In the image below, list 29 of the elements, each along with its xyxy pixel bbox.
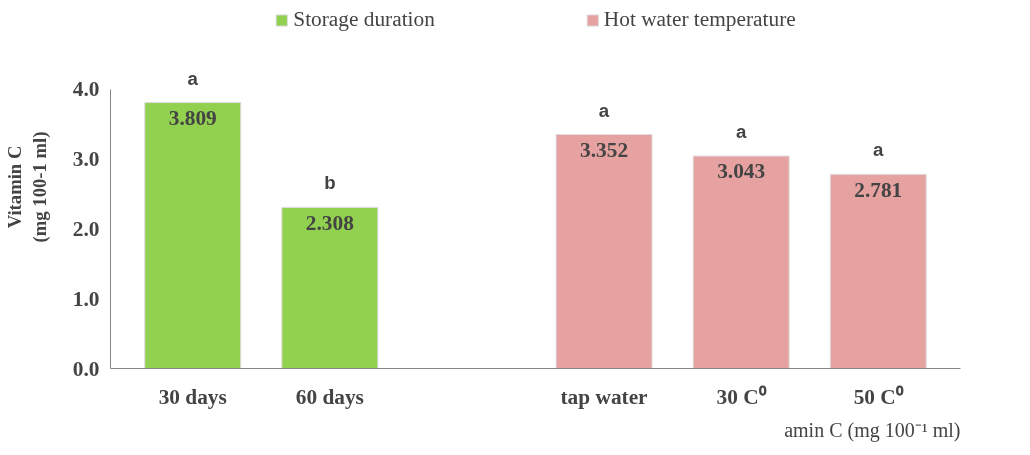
y-tick-label: 1.0: [72, 286, 100, 311]
x-tick-label: 30 C⁰: [716, 384, 767, 409]
y-tick-label: 3.0: [72, 147, 100, 172]
y-tick-label: 0.0: [72, 356, 100, 381]
text: amin C (mg 100⁻¹ ml): [784, 418, 961, 442]
x-tick-label: 30 days: [158, 384, 227, 409]
y-tick-label: 4.0: [72, 77, 100, 102]
x-tick-label: 60 days: [295, 384, 364, 409]
bar: [281, 206, 379, 369]
annotation: a: [735, 121, 747, 143]
annotation: a: [598, 99, 610, 121]
data-label: 3.352: [580, 137, 629, 162]
y-tick-label: 2.0: [72, 216, 100, 241]
bar: [829, 173, 927, 369]
y-axis-title: Vitamin C (mg 100-1 ml): [3, 131, 51, 243]
data-label: 3.809: [168, 105, 217, 130]
legend-label: Storage duration: [293, 7, 435, 32]
data-label: 2.308: [305, 210, 354, 235]
data-label: 2.781: [854, 177, 903, 202]
bar: [555, 134, 653, 369]
annotation: a: [873, 139, 885, 161]
text: a: [187, 67, 199, 89]
x-tick-label: 50 C⁰: [853, 384, 904, 409]
legend-label: Hot water temperature: [603, 7, 796, 32]
bar: [692, 155, 790, 369]
annotation: b: [324, 172, 336, 194]
x-tick-label: tap water: [560, 384, 649, 409]
bar: [144, 102, 242, 369]
data-label: 3.043: [717, 159, 766, 184]
